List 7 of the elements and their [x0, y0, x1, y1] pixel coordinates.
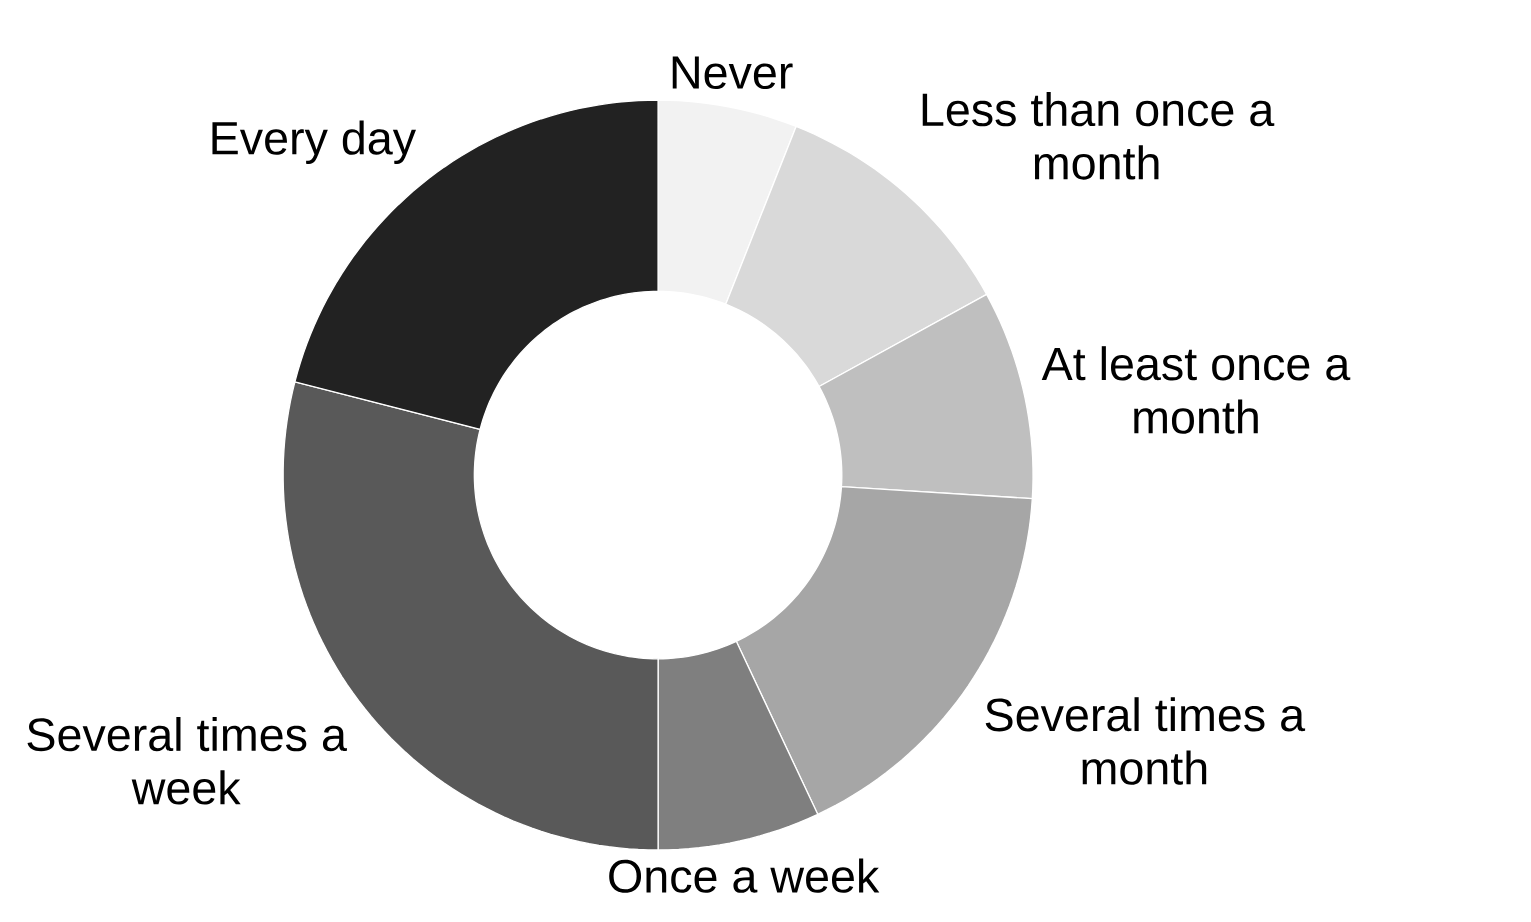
slice-label: Once a week: [609, 858, 880, 893]
slice-label: Less than once a month: [922, 92, 1275, 180]
slice-label: Every day: [212, 120, 416, 164]
slice-label: Never: [672, 56, 793, 90]
slice-label: Several times a week: [27, 717, 347, 805]
slice-label: At least once a month: [1041, 346, 1351, 434]
slice-label: Several times a month: [985, 697, 1306, 785]
